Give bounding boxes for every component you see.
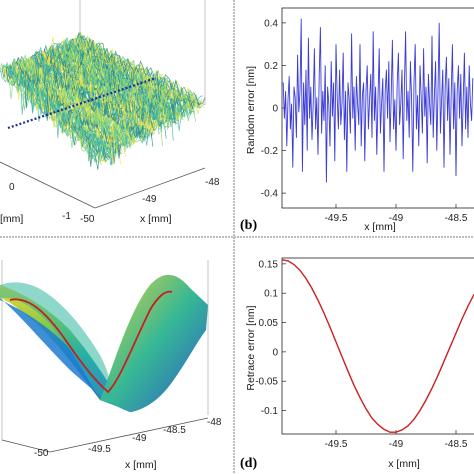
x-tick-label: -49 [389,213,404,224]
y-tick-label: 0.2 [264,61,278,72]
panel-d-y-label: Retrace error [nm] [245,305,257,390]
y-tick-label: 0.15 [259,259,279,270]
y-tick-label: 0 [272,104,278,115]
panel-d-plot-area [281,257,474,435]
panel-c-surface-left-top [0,282,112,400]
panel-c-x-tick: -48.5 [163,425,186,436]
y-tick-label: 0.4 [264,18,278,29]
panel-c: -50 -49.5 -49 -48.5 -48 x [mm] [0,260,222,471]
x-tick-label: -49.5 [325,439,348,450]
x-tick-label: -48.5 [445,439,468,450]
panel-a-box-edge [94,167,206,209]
x-tick-label: -49.5 [325,213,348,224]
panel-d: 0.15 0.1 0.05 0 -0.05 -0.1 -49.5 -49 -48.5 Retra… [240,257,474,471]
panel-b-x-label: x [mm] [364,221,396,233]
y-tick-label: -0.2 [261,146,279,157]
x-tick-label: -48.5 [445,213,468,224]
surface-strand [78,32,204,108]
surface-strand [3,68,106,165]
panel-b-y-label: Random error [nm] [245,66,257,154]
panel-a-x-tick: -49 [142,194,157,205]
panel-a-y-label: [mm] [0,213,23,225]
panel-c-box-edge [1,439,51,453]
panel-b-ticks: 0.4 0.2 0 -0.2 -0.4 -49.5 -49 -48.5 [261,18,468,224]
y-tick-label: 0.05 [259,318,279,329]
panel-a-x-tick: -50 [80,214,95,225]
panel-b: 0.4 0.2 0 -0.2 -0.4 -49.5 -49 -48.5 Random erro… [240,7,474,233]
panel-c-x-label: x [mm] [125,459,157,471]
surface-strand [60,45,180,130]
panel-a: 0 -1 -50 -49 -48 x [mm] [mm] [0,0,220,225]
x-tick-label: -49 [389,439,404,450]
panel-c-x-tick: -49.5 [88,444,111,455]
y-tick-label: -0.1 [261,406,279,417]
panel-c-x-tick: -48 [207,417,222,428]
y-tick-label: 0 [272,347,278,358]
panel-c-x-tick: -49 [132,433,147,444]
panel-c-box-edge [49,417,209,453]
panel-a-x-tick: -48 [205,177,220,188]
panel-d-series-line [282,259,474,433]
panel-d-ticks: 0.15 0.1 0.05 0 -0.05 -0.1 -49.5 -49 -48.5 [255,259,468,450]
panel-b-series-line [282,18,474,183]
panel-d-x-label: x [mm] [388,458,420,470]
panel-a-y-tick: 0 [9,182,15,193]
surface-strand [26,55,136,144]
panel-c-surface-right-face [100,274,208,412]
surface-strand [78,31,203,107]
panel-a-surface [0,31,206,170]
panel-b-label: (b) [240,218,257,233]
y-tick-label: 0.1 [264,289,278,300]
y-tick-label: -0.05 [255,377,278,388]
panel-d-label: (d) [240,456,257,471]
panel-a-y-tick: -1 [62,211,71,222]
panel-c-x-tick: -50 [34,448,49,459]
y-tick-label: -0.4 [261,189,279,200]
surface-strand [79,36,206,110]
panel-a-box-edge [0,161,96,209]
panel-a-x-label: x [mm] [140,213,172,225]
panel-c-profile-line [9,290,173,394]
